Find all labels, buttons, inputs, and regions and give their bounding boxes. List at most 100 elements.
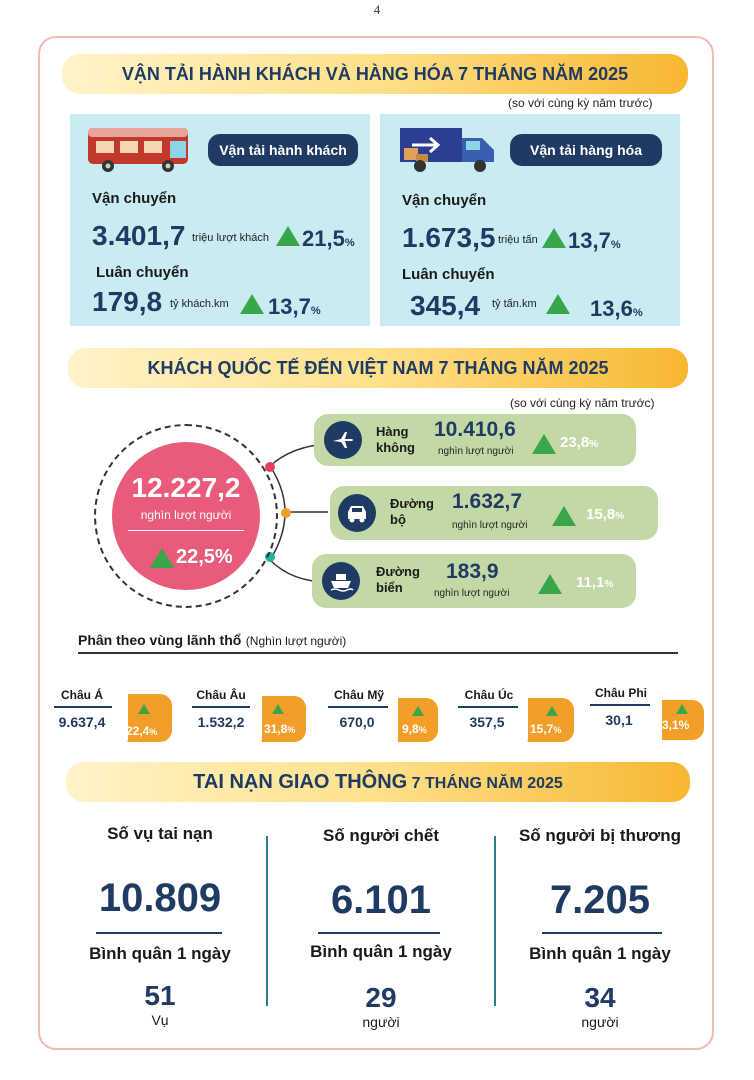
section2-title: KHÁCH QUỐC TẾ ĐẾN VIỆT NAM 7 THÁNG NĂM 2… bbox=[147, 358, 609, 378]
freight-pill: Vận tải hàng hóa bbox=[510, 134, 662, 166]
section3-banner: TAI NẠN GIAO THÔNG 7 THÁNG NĂM 2025 bbox=[66, 762, 690, 802]
infographic-frame bbox=[38, 36, 714, 1050]
passenger-bus-icon bbox=[86, 126, 192, 179]
region-line-oceania bbox=[458, 706, 518, 708]
region-pct-oceania: 15,7% bbox=[530, 722, 562, 736]
freight-rotation-up-icon bbox=[546, 294, 570, 314]
region-name-america: Châu Mỹ bbox=[333, 688, 384, 702]
passenger-transport-pct: 21,5% bbox=[302, 226, 355, 251]
region-pct-europe: 31,8% bbox=[264, 722, 296, 736]
region-card-america bbox=[322, 680, 398, 750]
region-name-europe: Châu Âu bbox=[196, 688, 246, 702]
region-up-icon-europe bbox=[272, 704, 284, 714]
mode-road-name: Đường bộ bbox=[390, 496, 434, 527]
passenger-rotation-pct: 13,7% bbox=[268, 294, 321, 319]
connector-dot-2 bbox=[281, 508, 291, 518]
mode-air-value: 10.410,6 bbox=[434, 418, 516, 441]
region-value-asia: 9.637,4 bbox=[58, 714, 106, 730]
deaths-underline bbox=[318, 932, 440, 934]
region-name-asia: Châu Á bbox=[61, 688, 103, 702]
total-circle-outline bbox=[94, 424, 278, 608]
passenger-rotation-value: 179,8 bbox=[92, 286, 163, 317]
region-up-icon-oceania bbox=[546, 706, 558, 716]
mode-sea-value: 183,9 bbox=[446, 560, 499, 583]
region-card-oceania bbox=[452, 680, 528, 750]
section3-title-rest: 7 THÁNG NĂM 2025 bbox=[411, 775, 563, 792]
cases-underline bbox=[96, 932, 222, 934]
region-line-africa bbox=[590, 704, 650, 706]
freight-transport-up-icon bbox=[542, 228, 566, 248]
freight-transport-label: Vận chuyển bbox=[402, 192, 487, 209]
region-value-africa: 30,1 bbox=[605, 712, 633, 728]
connector-dot-3 bbox=[265, 552, 275, 562]
page-number: 4 bbox=[373, 2, 381, 17]
region-line-america bbox=[328, 706, 388, 708]
region-line-europe bbox=[192, 706, 250, 708]
region-up-icon-asia bbox=[138, 704, 150, 714]
mode-sea-pct: 11,1% bbox=[576, 574, 614, 591]
total-up-icon bbox=[150, 548, 174, 568]
mode-road-pct: 15,8% bbox=[586, 506, 625, 523]
total-value: 12.227,2 bbox=[131, 472, 241, 503]
column-divider-1 bbox=[266, 836, 268, 1006]
car-icon bbox=[338, 494, 376, 532]
freight-rotation-pct: 13,6% bbox=[590, 296, 643, 321]
ship-icon bbox=[322, 562, 360, 600]
region-heading: Phân theo vùng lãnh thổ (Nghìn lượt ngườ… bbox=[78, 632, 347, 648]
mode-road-up-icon bbox=[552, 506, 576, 526]
injured-underline bbox=[542, 932, 662, 934]
injured-title: Số người bị thương bbox=[518, 826, 682, 845]
freight-rotation-unit: tỷ tấn.km bbox=[492, 298, 537, 310]
section3-title-main: TAI NẠN GIAO THÔNG bbox=[193, 771, 408, 793]
cases-per-day: 51 bbox=[144, 980, 176, 1011]
mode-row-air bbox=[314, 414, 636, 466]
deaths-value: 6.101 bbox=[330, 878, 432, 922]
mode-road-unit: nghìn lượt người bbox=[452, 520, 528, 531]
passenger-transport-value: 3.401,7 bbox=[92, 220, 186, 251]
airplane-icon bbox=[324, 421, 362, 459]
mode-air-pct: 23,8% bbox=[560, 434, 599, 451]
connector-dot-1 bbox=[265, 462, 275, 472]
section1-note: (so với cùng kỳ năm trước) bbox=[508, 96, 653, 110]
passenger-rotation-label: Luân chuyển bbox=[96, 264, 189, 281]
region-card-asia bbox=[52, 680, 128, 750]
cases-unit: Vụ bbox=[151, 1012, 169, 1028]
mode-air-name: Hàng không bbox=[376, 424, 415, 455]
deaths-title: Số người chết bbox=[322, 826, 439, 845]
injured-sub: Bình quân 1 ngày bbox=[529, 944, 671, 963]
cases-sub: Bình quân 1 ngày bbox=[89, 944, 231, 963]
total-unit: nghìn lượt người bbox=[140, 508, 232, 522]
accident-column-injured: Số người bị thương bbox=[500, 826, 700, 846]
mode-air-up-icon bbox=[532, 434, 556, 454]
section2-banner: KHÁCH QUỐC TẾ ĐẾN VIỆT NAM 7 THÁNG NĂM 2… bbox=[68, 348, 688, 388]
deaths-unit: người bbox=[362, 1014, 400, 1030]
region-value-oceania: 357,5 bbox=[469, 714, 505, 730]
passenger-transport-up-icon bbox=[276, 226, 300, 246]
freight-transport-value: 1.673,5 bbox=[402, 222, 496, 253]
passenger-transport-label: Vận chuyển bbox=[92, 190, 177, 207]
region-pct-asia: 22,4% bbox=[126, 724, 158, 738]
mode-row-sea bbox=[312, 554, 636, 608]
total-pct: 22,5% bbox=[176, 546, 233, 568]
passenger-transport-unit: triệu lượt khách bbox=[192, 232, 269, 244]
freight-transport-unit: triệu tấn bbox=[498, 234, 538, 246]
cases-title: Số vụ tai nạn bbox=[107, 824, 213, 843]
region-card-africa bbox=[582, 680, 662, 750]
region-value-europe: 1.532,2 bbox=[197, 714, 245, 730]
region-value-america: 670,0 bbox=[339, 714, 375, 730]
mode-row-road bbox=[330, 486, 658, 540]
region-pct-africa: 3,1% bbox=[662, 718, 690, 732]
passenger-pill: Vận tải hành khách bbox=[208, 134, 358, 166]
region-name-oceania: Châu Úc bbox=[464, 688, 514, 702]
total-divider bbox=[128, 530, 244, 531]
region-up-icon-africa bbox=[676, 704, 688, 714]
column-divider-2 bbox=[494, 836, 496, 1006]
mode-air-unit: nghìn lượt người bbox=[438, 446, 514, 457]
region-line-asia bbox=[54, 706, 112, 708]
region-name-africa: Châu Phi bbox=[594, 686, 647, 700]
freight-rotation-label: Luân chuyển bbox=[402, 266, 495, 283]
deaths-sub: Bình quân 1 ngày bbox=[310, 942, 452, 961]
mode-road-value: 1.632,7 bbox=[452, 490, 523, 513]
accident-column-deaths: Số người chết bbox=[272, 826, 490, 846]
cases-value: 10.809 bbox=[98, 876, 222, 920]
